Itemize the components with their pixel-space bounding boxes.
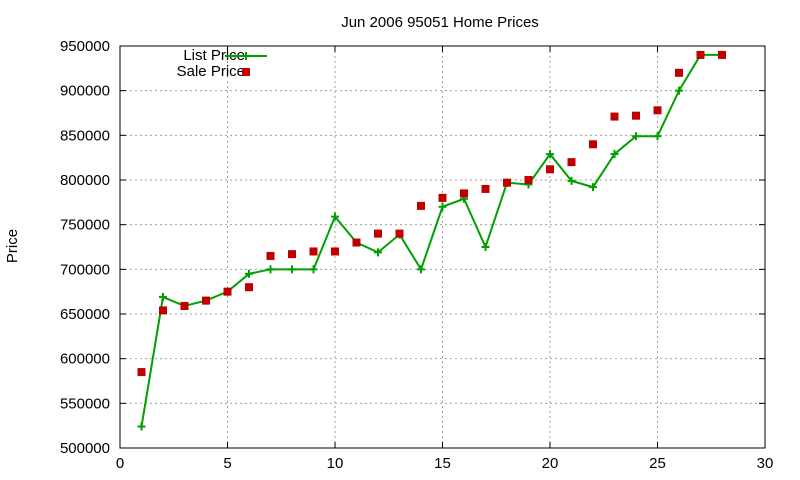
sale-price-point <box>675 68 683 77</box>
list-price-point <box>610 150 619 159</box>
list-price-point <box>331 212 339 221</box>
list-price-point <box>567 176 576 185</box>
y-tick-label: 800000 <box>60 172 110 189</box>
y-tick-label: 950000 <box>60 38 110 55</box>
sale-price-point <box>610 112 619 121</box>
x-tick-label: 5 <box>223 455 231 472</box>
y-tick-label: 600000 <box>60 351 110 368</box>
sale-price-point <box>438 193 447 202</box>
legend-swatch-sale-price <box>242 68 250 76</box>
sale-price-point <box>481 184 490 193</box>
list-price-point <box>417 265 425 274</box>
y-tick-label: 750000 <box>60 217 110 234</box>
list-price-point <box>137 422 146 431</box>
sale-price-point <box>159 306 167 315</box>
sale-price-point <box>352 238 361 247</box>
x-tick-label: 20 <box>542 455 559 472</box>
legend-label-sale-price: Sale Price <box>177 63 245 80</box>
list-price-point <box>632 132 640 141</box>
list-price-point <box>481 243 490 251</box>
y-tick-label: 700000 <box>60 261 110 278</box>
y-tick-label: 550000 <box>60 395 110 412</box>
legend-label-list-price: List Price <box>183 47 245 64</box>
list-price-point <box>266 265 275 274</box>
x-tick-label: 0 <box>116 455 124 472</box>
y-tick-label: 850000 <box>60 127 110 144</box>
sale-price-point <box>202 296 210 305</box>
sale-price-point <box>632 111 640 120</box>
list-price-line <box>140 53 722 427</box>
sale-price-point <box>374 229 382 238</box>
list-price-point <box>546 150 554 159</box>
list-price-point <box>675 86 683 95</box>
list-price-point <box>589 183 597 192</box>
list-price-point <box>288 265 296 274</box>
sale-price-point <box>589 140 597 149</box>
sale-price-point <box>245 283 253 292</box>
sale-price-point <box>223 287 232 296</box>
x-tick-label: 25 <box>649 455 666 472</box>
sale-price-point <box>653 106 662 115</box>
list-price-point <box>374 248 382 257</box>
list-price-point <box>245 269 253 278</box>
sale-price-point <box>546 165 554 174</box>
x-tick-label: 10 <box>327 455 344 472</box>
sale-price-point <box>417 201 425 210</box>
y-tick-label: 500000 <box>60 440 110 457</box>
y-axis-label: Price <box>4 229 21 263</box>
sale-price-point <box>266 251 275 260</box>
tick-layer: 0 5 10 15 20 25 30 500000 550000 600000 650000 7000… <box>60 38 773 472</box>
sale-price-point <box>503 178 511 187</box>
grid-layer <box>120 46 765 448</box>
sale-price-point <box>395 229 404 238</box>
list-price-point <box>159 293 167 302</box>
y-tick-label: 650000 <box>60 306 110 323</box>
sale-price-point <box>288 250 296 259</box>
sale-price-point <box>137 368 146 377</box>
sale-price-point <box>567 158 576 167</box>
sale-price-point <box>180 301 189 310</box>
sale-price-point <box>331 247 339 256</box>
series-layer <box>137 50 726 431</box>
sale-price-point <box>524 176 533 184</box>
x-tick-label: 15 <box>434 455 451 472</box>
list-price-point <box>438 202 447 211</box>
sale-price-point <box>309 247 318 256</box>
sale-price-point <box>718 50 726 59</box>
list-price-point <box>309 265 318 274</box>
list-price-point <box>653 132 662 141</box>
x-tick-label: 30 <box>757 455 774 472</box>
y-tick-label: 900000 <box>60 83 110 100</box>
sale-price-point <box>460 189 468 198</box>
chart-title: Jun 2006 95051 Home Prices <box>341 14 539 31</box>
sale-price-point <box>696 50 705 59</box>
